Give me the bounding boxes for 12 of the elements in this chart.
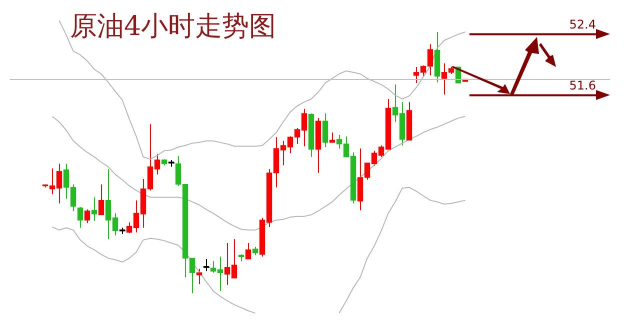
ref-line-label: 51.6: [569, 78, 596, 92]
candlestick: [84, 208, 90, 224]
candlestick: [245, 242, 252, 260]
chart-title: 原油4小时走势图: [70, 10, 276, 44]
candlestick: [322, 112, 328, 148]
candlestick: [168, 159, 175, 168]
candlestick: [98, 184, 104, 216]
ref-line-label: 52.4: [569, 17, 596, 32]
candlestick: [329, 132, 336, 143]
candlestick: [91, 196, 98, 222]
candlestick: [77, 206, 84, 228]
candlestick: [196, 268, 202, 285]
